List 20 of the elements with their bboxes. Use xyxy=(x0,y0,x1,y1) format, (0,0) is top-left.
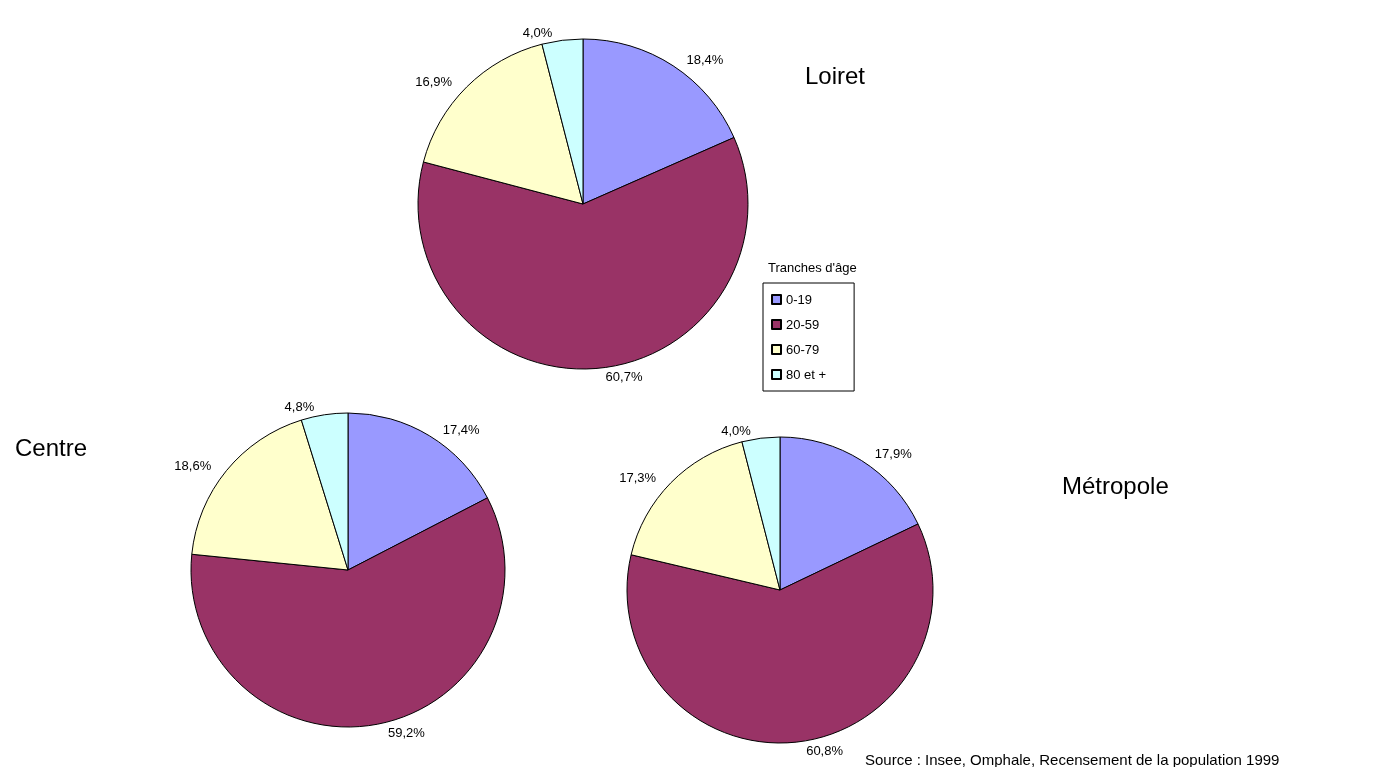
legend-label: 20-59 xyxy=(786,317,820,332)
data-label: 18,4% xyxy=(686,51,724,67)
text: Métropole xyxy=(1062,471,1169,499)
data-label: 17,3% xyxy=(619,469,657,485)
data-label: 4,0% xyxy=(522,24,553,40)
data-label: 18,6% xyxy=(174,458,212,474)
legend-label: 80 et + xyxy=(786,367,827,382)
data-label: 4,8% xyxy=(284,399,315,415)
data-label: 16,9% xyxy=(415,73,453,89)
legend-label: 0-19 xyxy=(786,292,813,307)
data-label: 4,0% xyxy=(721,422,752,438)
data-label: 17,4% xyxy=(442,421,481,437)
text: Loiret xyxy=(805,61,866,89)
data-label: 59,2% xyxy=(387,724,426,740)
text: Centre xyxy=(15,433,88,461)
legend-title: Tranches d'âge xyxy=(768,260,857,275)
data-label: 17,9% xyxy=(874,446,913,462)
data-label: 60,8% xyxy=(806,742,844,758)
legend-label: 60-79 xyxy=(786,342,820,357)
data-label: 60,7% xyxy=(605,368,643,384)
